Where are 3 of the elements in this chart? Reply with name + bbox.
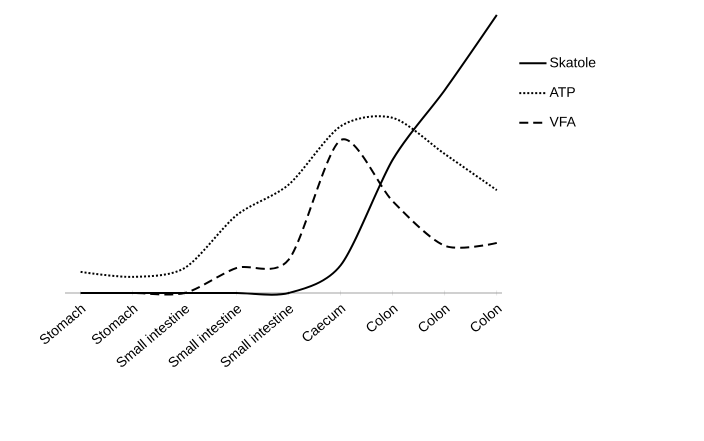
legend-label: ATP bbox=[550, 87, 575, 97]
legend-label: Skatole bbox=[550, 57, 596, 68]
legend-label: VFA bbox=[550, 116, 576, 126]
